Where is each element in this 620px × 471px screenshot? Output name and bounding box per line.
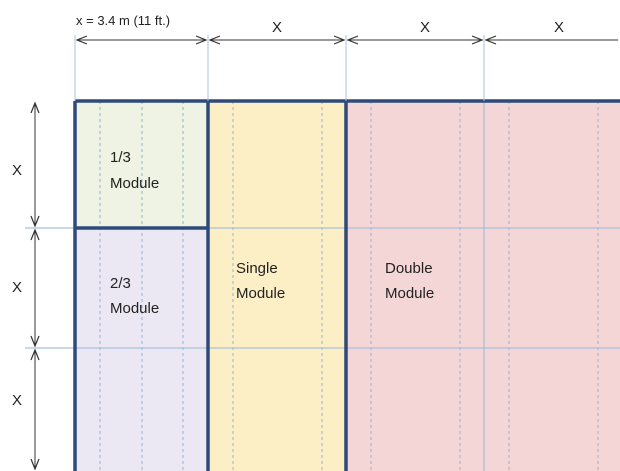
double-module-label: Double Module xyxy=(385,260,437,302)
double-module-area xyxy=(346,101,620,471)
third-module-label: 1/3 Module xyxy=(110,149,159,192)
third-module-area xyxy=(75,101,208,228)
module-borders xyxy=(73,99,620,471)
row-label-2: X xyxy=(12,279,22,296)
column-label-4: X xyxy=(554,19,564,36)
single-module-label: Single Module xyxy=(236,260,285,302)
row-label-3: X xyxy=(12,392,22,409)
column-label-3: X xyxy=(420,19,430,36)
dashed-subgrid xyxy=(99,101,599,471)
dimension-label: x = 3.4 m (11 ft.) xyxy=(76,13,170,28)
two-thirds-module-label: 2/3 Module xyxy=(110,275,159,317)
column-label-2: X xyxy=(272,19,282,36)
row-label-1: X xyxy=(12,162,22,179)
dimension-extension-lines xyxy=(74,35,485,101)
single-module-area xyxy=(208,101,346,471)
